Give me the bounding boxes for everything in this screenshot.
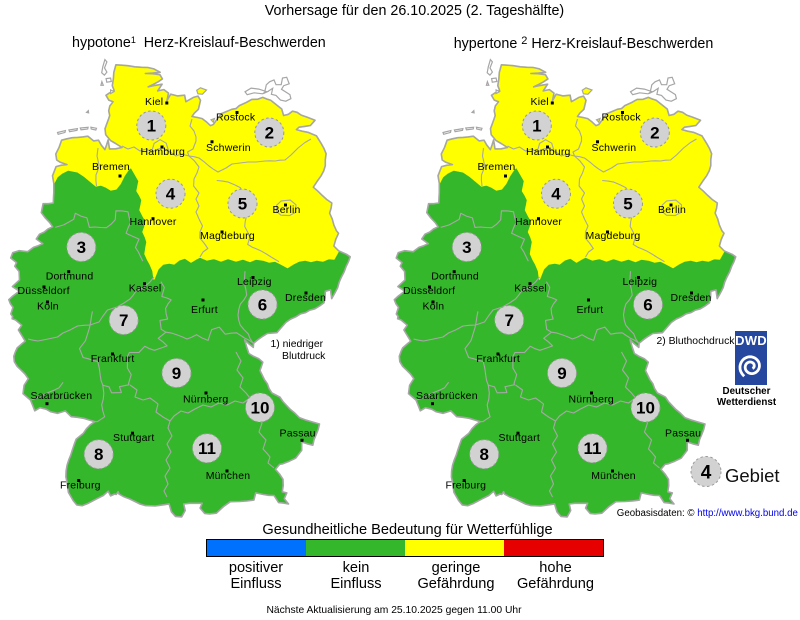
svg-text:DWD: DWD [735,333,767,348]
svg-text:4: 4 [701,463,712,484]
